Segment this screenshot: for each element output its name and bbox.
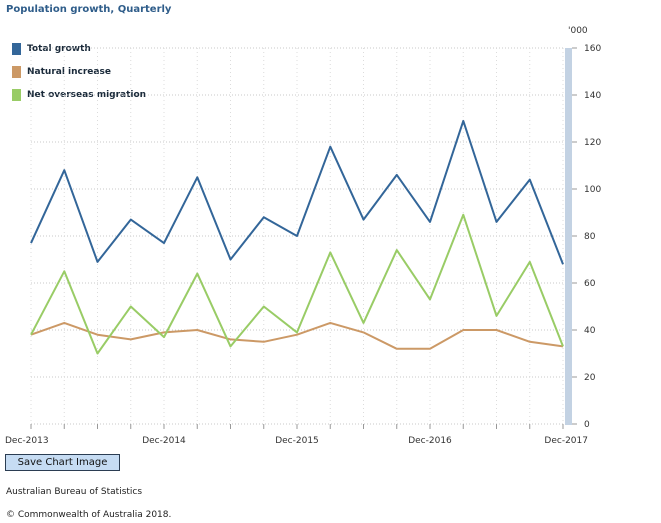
chart-title: Population growth, Quarterly <box>6 4 172 15</box>
x-tick-label-dec-2015: Dec-2015 <box>275 436 319 446</box>
series-line-natural-increase <box>30 321 564 350</box>
save-chart-image-button[interactable]: Save Chart Image <box>5 454 120 471</box>
legend-swatch-natural-increase <box>12 65 21 78</box>
x-tick-label-dec-2016: Dec-2016 <box>408 436 452 446</box>
legend-item-natural-increase: Natural increase <box>12 60 146 83</box>
series-lines <box>30 119 564 355</box>
series-line-total-growth <box>30 119 564 265</box>
source-text: Australian Bureau of Statistics <box>6 487 143 497</box>
legend-item-net-overseas-migration: Net overseas migration <box>12 83 146 106</box>
x-tick-label-dec-2013: Dec-2013 <box>5 436 49 446</box>
y-tick-label-60: 60 <box>584 279 596 289</box>
y-tick-label-120: 120 <box>584 138 601 148</box>
y-tick-label-100: 100 <box>584 185 601 195</box>
y-tick-label-20: 20 <box>584 373 596 383</box>
legend-swatch-net-overseas-migration <box>12 88 21 101</box>
y-axis-unit-label: '000 <box>568 26 588 36</box>
x-axis-ticks: Dec-2013 Dec-2014 Dec-2015 Dec-2016 Dec-2017 <box>5 424 588 446</box>
x-tick-label-dec-2017: Dec-2017 <box>544 436 588 446</box>
copyright-text: © Commonwealth of Australia 2018. <box>6 510 172 520</box>
legend-label-net-overseas-migration: Net overseas migration <box>27 89 147 100</box>
y-tick-label-160: 160 <box>584 44 601 54</box>
legend-swatch-total-growth <box>12 42 21 55</box>
y-axis-ticks: 0 20 40 60 80 100 120 140 160 <box>572 44 601 430</box>
legend-label-natural-increase: Natural increase <box>27 66 111 77</box>
y-tick-label-140: 140 <box>584 91 601 101</box>
series-line-net-overseas-migration <box>30 213 564 355</box>
y-axis-scrollbar[interactable] <box>565 48 572 425</box>
y-tick-label-40: 40 <box>584 326 596 336</box>
y-tick-label-0: 0 <box>584 420 590 430</box>
x-tick-label-dec-2014: Dec-2014 <box>142 436 186 446</box>
y-tick-label-80: 80 <box>584 232 596 242</box>
